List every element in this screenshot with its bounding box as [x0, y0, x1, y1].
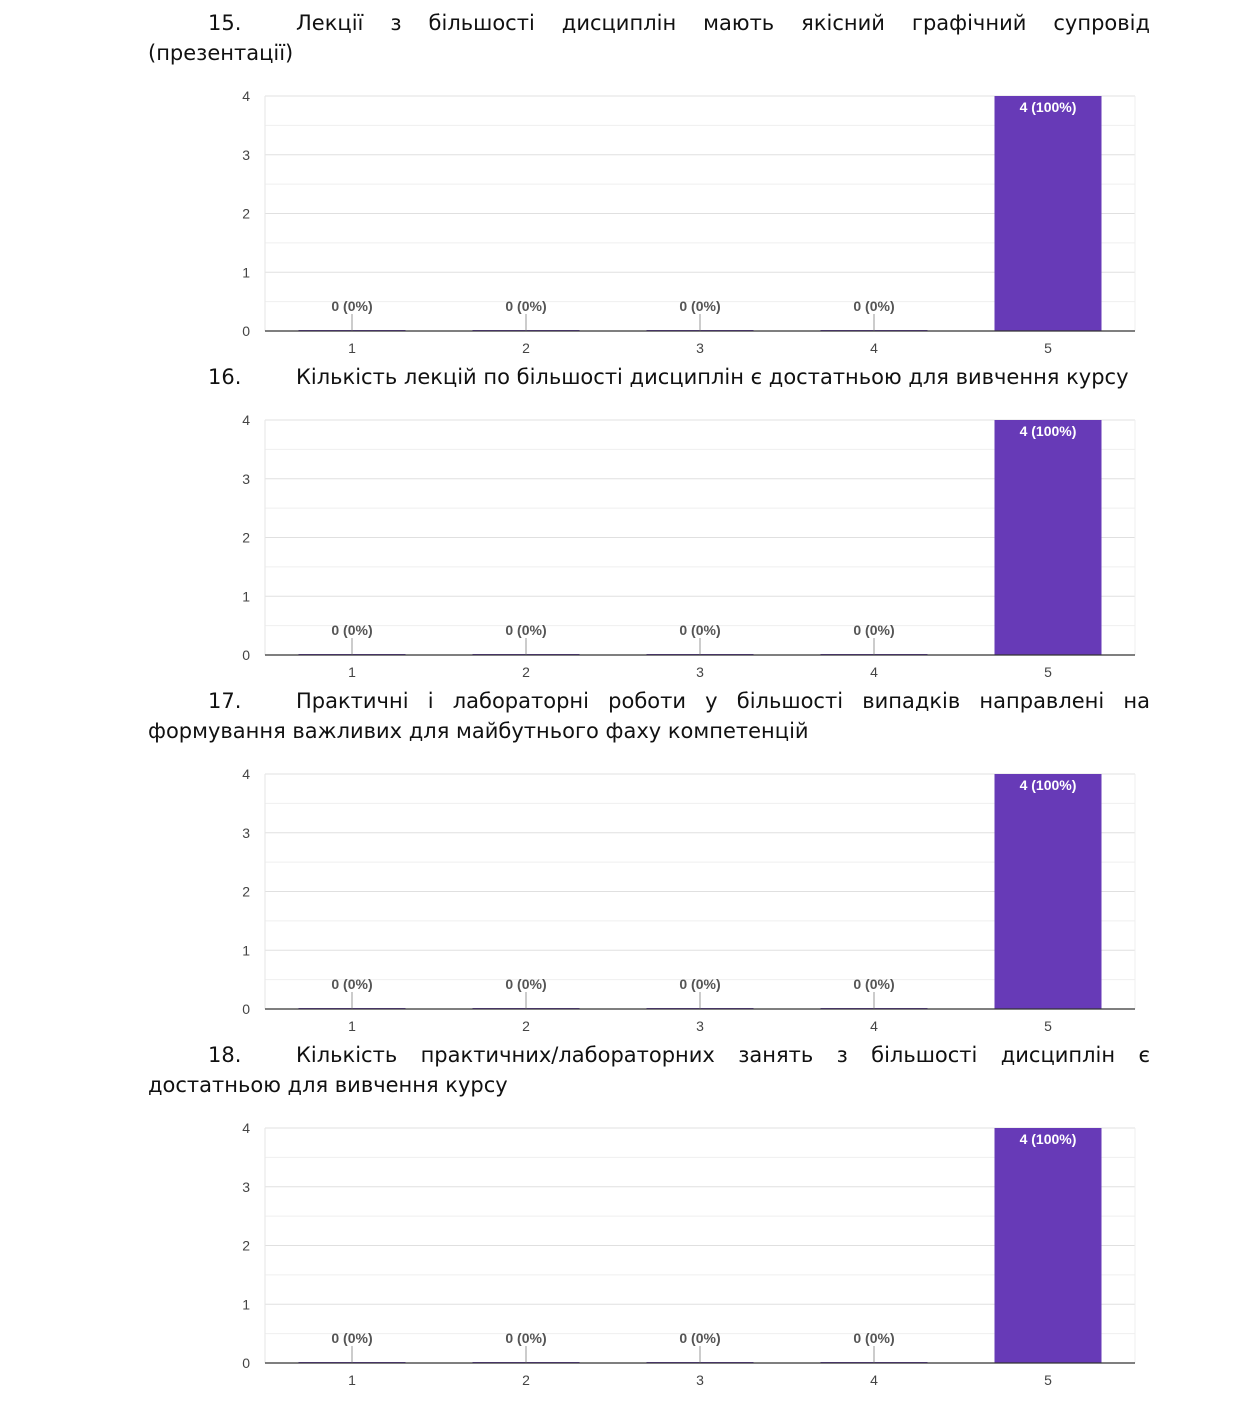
x-tick-label: 3 — [696, 1018, 704, 1034]
question-number: 17. — [208, 689, 242, 713]
y-tick-label: 2 — [242, 530, 250, 546]
data-label: 0 (0%) — [505, 622, 546, 638]
data-label: 4 (100%) — [1020, 423, 1077, 439]
x-tick-label: 2 — [522, 664, 530, 680]
question-number: 18. — [208, 1043, 242, 1067]
bar — [994, 420, 1102, 655]
y-tick-label: 1 — [242, 1296, 250, 1312]
bar-chart-svg: 0 1 2 3 4 0 (0%) 1 0 (0%) 2 0 (0%) 3 0 (0%) 4 4 (100%… — [242, 766, 1136, 1034]
y-tick-label: 1 — [242, 942, 250, 958]
y-tick-label: 1 — [242, 264, 250, 280]
y-tick-label: 2 — [242, 1238, 250, 1254]
question-number: 15. — [208, 11, 242, 35]
y-tick-label: 4 — [242, 88, 250, 104]
data-label: 0 (0%) — [853, 1330, 894, 1346]
x-tick-label: 2 — [522, 1372, 530, 1388]
chart-q17: 0 1 2 3 4 0 (0%) 1 0 (0%) 2 0 (0%) 3 0 (0%) 4 4 (100%… — [225, 764, 1155, 1034]
bar — [994, 96, 1102, 331]
question-text: Лекції з більшості дисциплін мають якісн… — [148, 11, 1150, 65]
y-tick-label: 0 — [242, 323, 250, 339]
x-tick-label: 1 — [348, 1018, 356, 1034]
x-tick-label: 1 — [348, 664, 356, 680]
x-tick-label: 5 — [1044, 1018, 1052, 1034]
data-label: 0 (0%) — [331, 622, 372, 638]
x-tick-label: 3 — [696, 664, 704, 680]
data-label: 0 (0%) — [679, 976, 720, 992]
x-tick-label: 3 — [696, 1372, 704, 1388]
y-tick-label: 3 — [242, 825, 250, 841]
y-tick-label: 1 — [242, 588, 250, 604]
data-label: 4 (100%) — [1020, 1131, 1077, 1147]
data-label: 0 (0%) — [679, 1330, 720, 1346]
x-tick-label: 5 — [1044, 340, 1052, 356]
data-label: 0 (0%) — [853, 298, 894, 314]
y-tick-label: 0 — [242, 647, 250, 663]
data-label: 0 (0%) — [331, 976, 372, 992]
x-tick-label: 2 — [522, 1018, 530, 1034]
y-tick-label: 4 — [242, 1120, 250, 1136]
question-18: 18. Кількість практичних/лабораторних зан… — [148, 1040, 1150, 1100]
data-label: 0 (0%) — [331, 1330, 372, 1346]
data-label: 0 (0%) — [505, 1330, 546, 1346]
y-tick-label: 2 — [242, 206, 250, 222]
x-tick-label: 4 — [870, 664, 878, 680]
x-tick-label: 1 — [348, 1372, 356, 1388]
question-text: Практичні і лабораторні роботи у більшос… — [148, 689, 1150, 743]
y-tick-label: 0 — [242, 1001, 250, 1017]
chart-q15: 0 1 2 3 4 0 (0%) 1 0 (0%) 2 0 (0%) 3 0 (0%) 4 4 (100%… — [225, 86, 1155, 356]
question-16: 16. Кількість лекцій по більшості дисципл… — [148, 362, 1150, 392]
x-tick-label: 3 — [696, 340, 704, 356]
question-text: Кількість практичних/лабораторних занять… — [148, 1043, 1150, 1097]
bar-chart-svg: 0 1 2 3 4 0 (0%) 1 0 (0%) 2 0 (0%) 3 0 (0%) 4 4 (100%… — [242, 412, 1136, 680]
data-label: 4 (100%) — [1020, 777, 1077, 793]
y-tick-label: 3 — [242, 471, 250, 487]
data-label: 0 (0%) — [331, 298, 372, 314]
question-17: 17. Практичні і лабораторні роботи у біль… — [148, 686, 1150, 746]
data-label: 0 (0%) — [679, 298, 720, 314]
x-tick-label: 2 — [522, 340, 530, 356]
data-label: 0 (0%) — [853, 976, 894, 992]
bar — [994, 1128, 1102, 1363]
x-tick-label: 1 — [348, 340, 356, 356]
x-tick-label: 4 — [870, 340, 878, 356]
y-tick-label: 3 — [242, 147, 250, 163]
x-tick-label: 4 — [870, 1018, 878, 1034]
chart-q18: 0 1 2 3 4 0 (0%) 1 0 (0%) 2 0 (0%) 3 0 (0%) 4 4 (100%… — [225, 1118, 1155, 1388]
y-tick-label: 3 — [242, 1179, 250, 1195]
y-tick-label: 4 — [242, 412, 250, 428]
question-text: Кількість лекцій по більшості дисциплін … — [296, 365, 1129, 389]
x-tick-label: 4 — [870, 1372, 878, 1388]
data-label: 0 (0%) — [505, 298, 546, 314]
y-tick-label: 0 — [242, 1355, 250, 1371]
data-label: 0 (0%) — [679, 622, 720, 638]
y-tick-label: 4 — [242, 766, 250, 782]
data-label: 0 (0%) — [853, 622, 894, 638]
x-tick-label: 5 — [1044, 664, 1052, 680]
bar-chart-svg: 0 1 2 3 4 0 (0%) 1 0 (0%) 2 0 (0%) 3 0 (0%) 4 4 (100%… — [242, 1120, 1136, 1388]
bar-chart-svg: 0 1 2 3 4 0 (0%) 1 0 (0%) 2 0 (0%) 3 0 (0%) 4 4 (100%… — [242, 88, 1136, 356]
data-label: 0 (0%) — [505, 976, 546, 992]
data-label: 4 (100%) — [1020, 99, 1077, 115]
bar — [994, 774, 1102, 1009]
y-tick-label: 2 — [242, 884, 250, 900]
x-tick-label: 5 — [1044, 1372, 1052, 1388]
chart-q16: 0 1 2 3 4 0 (0%) 1 0 (0%) 2 0 (0%) 3 0 (0%) 4 4 (100%… — [225, 410, 1155, 680]
question-15: 15. Лекції з більшості дисциплін мають як… — [148, 8, 1150, 68]
question-number: 16. — [208, 365, 242, 389]
